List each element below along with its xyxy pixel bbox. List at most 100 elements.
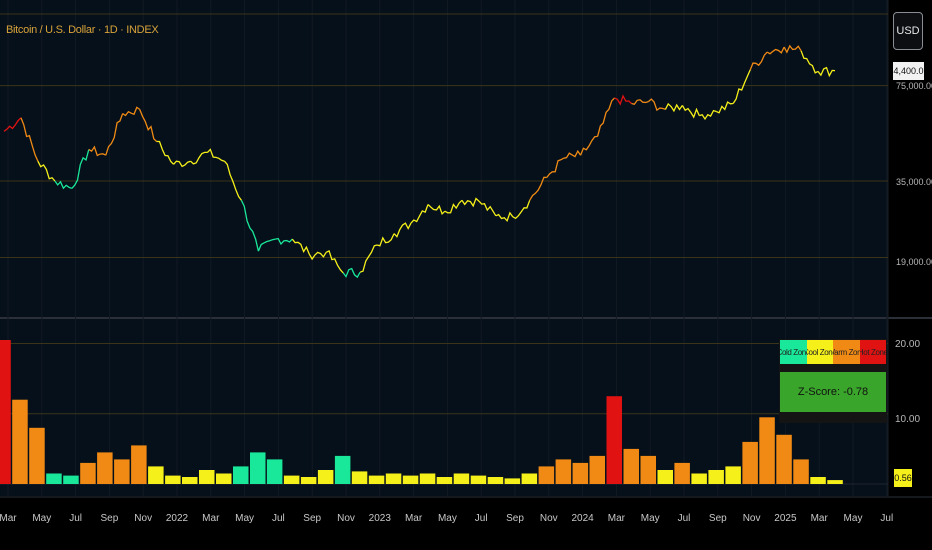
price-line-segment bbox=[20, 117, 39, 162]
zscore-bar bbox=[470, 475, 487, 484]
zscore-bar bbox=[29, 427, 45, 484]
x-tick-label: May bbox=[235, 513, 255, 524]
zscore-bar bbox=[233, 466, 249, 484]
price-line-segment bbox=[495, 211, 514, 223]
zscore-bar bbox=[776, 434, 792, 484]
zscore-bar bbox=[250, 452, 266, 484]
price-line-segment bbox=[512, 200, 531, 220]
price-line-segment bbox=[800, 50, 819, 74]
price-line-segment bbox=[427, 204, 446, 215]
price-line-segment bbox=[478, 200, 497, 217]
indicator-last-value: 0.56 bbox=[894, 469, 912, 487]
price-line-segment bbox=[614, 94, 632, 106]
zscore-bar bbox=[63, 475, 79, 484]
x-tick-label: May bbox=[437, 513, 457, 524]
zscore-bar bbox=[46, 473, 62, 484]
zscore-bar bbox=[114, 459, 130, 484]
zscore-bar bbox=[385, 473, 402, 484]
price-line-segment bbox=[579, 135, 598, 156]
x-tick-label: Jul bbox=[69, 513, 82, 524]
zscore-bar bbox=[283, 475, 300, 484]
zscore-bar bbox=[334, 455, 351, 484]
price-line-segment bbox=[766, 46, 785, 55]
zscore-bar bbox=[131, 445, 147, 484]
zscore-bar bbox=[266, 459, 283, 484]
zscore-bar bbox=[368, 475, 385, 484]
price-line-segment bbox=[732, 69, 751, 104]
x-tick-label: Sep bbox=[303, 513, 322, 524]
zscore-bar bbox=[0, 340, 11, 484]
price-line-segment bbox=[376, 233, 395, 247]
price-line-segment bbox=[71, 149, 90, 189]
zscore-bar bbox=[555, 459, 572, 484]
x-tick-label: 2024 bbox=[571, 513, 594, 524]
legend-cold-zone: Cold Zone bbox=[780, 340, 807, 364]
price-line-segment bbox=[308, 251, 327, 261]
x-tick-label: Jul bbox=[474, 513, 488, 524]
price-line-segment bbox=[173, 160, 191, 168]
legend-hot-zone: Hot Zone bbox=[859, 340, 886, 364]
zscore-bar bbox=[351, 471, 368, 484]
price-line-segment bbox=[325, 249, 344, 274]
price-line-segment bbox=[461, 197, 480, 208]
price-line-segment bbox=[275, 237, 293, 246]
price-line-segment bbox=[631, 99, 649, 106]
price-line-segment bbox=[444, 199, 463, 214]
zscore-bar bbox=[504, 478, 521, 484]
x-tick-label: May bbox=[843, 513, 863, 524]
indicator-axis-label: 20.00 bbox=[895, 339, 921, 350]
zscore-bar bbox=[216, 473, 232, 484]
zscore-bar bbox=[436, 477, 453, 484]
price-line-segment bbox=[529, 176, 547, 201]
symbol-title: Bitcoin / U.S. Dollar · 1D · INDEX bbox=[6, 24, 159, 36]
price-axis-label: 75,000.00 bbox=[896, 81, 932, 91]
zscore-bar bbox=[827, 480, 843, 484]
zscore-bar bbox=[640, 455, 656, 484]
x-tick-label: May bbox=[640, 513, 660, 524]
zscore-bar bbox=[453, 473, 470, 484]
price-line-segment bbox=[105, 113, 124, 156]
zscore-bar bbox=[606, 396, 622, 484]
zscore-bar bbox=[300, 477, 317, 484]
price-line-segment bbox=[3, 117, 22, 132]
zone-legend-table: Cold Zone Cool Zone Warm Zone Hot Zone Z… bbox=[779, 339, 887, 423]
zscore-bar bbox=[708, 470, 724, 484]
currency-button[interactable]: USD bbox=[893, 12, 923, 50]
x-tick-label: May bbox=[32, 513, 52, 524]
price-line-segment bbox=[257, 238, 276, 252]
zscore-bar bbox=[759, 417, 775, 484]
zscore-bar bbox=[97, 452, 113, 484]
price-line-segment bbox=[122, 106, 141, 117]
price-line-segment bbox=[207, 148, 225, 162]
price-line-segment bbox=[647, 98, 666, 112]
price-line-segment bbox=[54, 180, 73, 190]
price-line-segment bbox=[37, 160, 56, 182]
price-line-segment bbox=[596, 97, 615, 137]
price-axis-label: 19,000.00 bbox=[896, 257, 932, 267]
price-pane-background bbox=[0, 0, 888, 318]
indicator-pane-background bbox=[0, 318, 888, 496]
zscore-bar bbox=[691, 473, 707, 484]
x-tick-label: Mar bbox=[404, 513, 423, 524]
price-line-segment bbox=[156, 140, 175, 165]
x-tick-label: Mar bbox=[607, 513, 626, 524]
zone-legend-row: Cold Zone Cool Zone Warm Zone Hot Zone bbox=[780, 340, 886, 364]
price-line-segment bbox=[716, 101, 734, 114]
x-tick-label: Mar bbox=[810, 513, 828, 524]
zscore-bar bbox=[538, 466, 555, 484]
price-line-segment bbox=[139, 109, 158, 142]
x-tick-label: Jul bbox=[880, 513, 894, 524]
zscore-bar bbox=[80, 462, 96, 484]
price-line-segment bbox=[190, 151, 208, 165]
price-line-segment bbox=[783, 44, 802, 54]
zscore-bar bbox=[148, 466, 164, 484]
x-tick-label: Nov bbox=[539, 513, 558, 524]
zscore-bar bbox=[487, 477, 504, 484]
zscore-bar bbox=[674, 462, 690, 484]
last-price-label: 84,400.07 bbox=[893, 62, 924, 80]
zscore-bar bbox=[199, 470, 215, 484]
x-tick-label: Jul bbox=[677, 513, 691, 524]
price-line-segment bbox=[410, 204, 429, 224]
x-tick-label: Nov bbox=[134, 513, 153, 524]
